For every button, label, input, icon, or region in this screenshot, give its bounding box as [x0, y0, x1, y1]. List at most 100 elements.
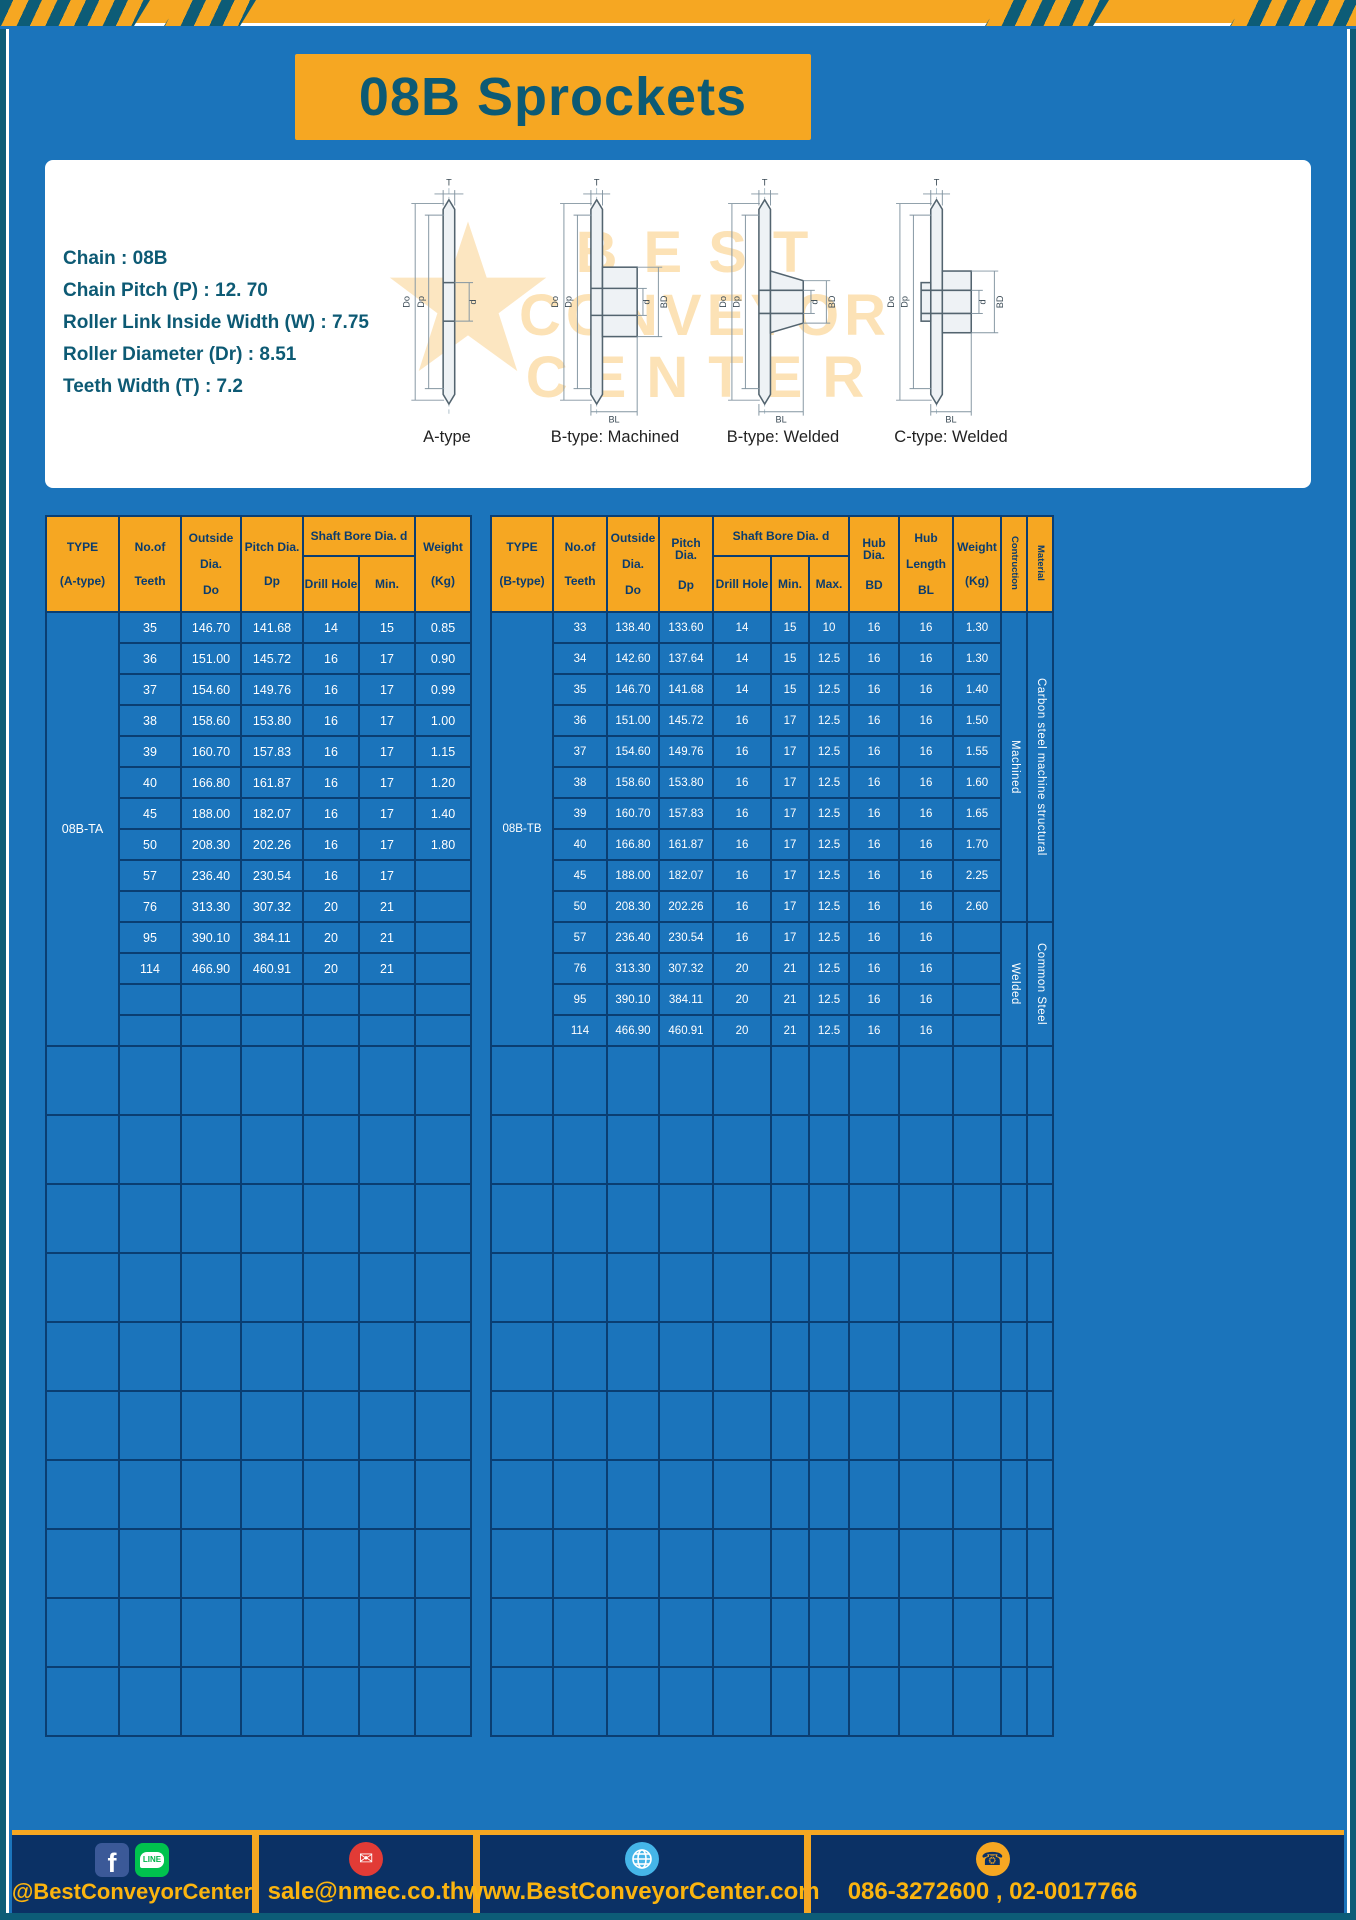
dim-bl-label: BL	[945, 414, 956, 424]
cell-empty	[952, 1459, 1003, 1530]
cell-drill: 16	[712, 890, 772, 923]
cell-empty	[848, 1252, 901, 1323]
cell-drill: 16	[302, 797, 360, 830]
cell-empty	[180, 1183, 242, 1254]
cell-empty	[606, 1597, 660, 1668]
cell-empty	[302, 983, 360, 1016]
cell-outside: 151.00	[180, 642, 242, 675]
header-line: Outside	[610, 531, 656, 545]
cell-empty	[807, 1597, 851, 1668]
table-b-row: 114 466.90 460.91 20 21 12.5 16 16	[491, 1014, 1053, 1047]
cell-outside: 142.60	[606, 642, 660, 675]
cell-empty	[712, 1321, 772, 1392]
cell-teeth: 45	[552, 859, 608, 892]
table-b-empty-row	[490, 1183, 1055, 1254]
cell-empty	[552, 1114, 608, 1185]
cell-empty	[952, 1321, 1003, 1392]
cell-outside: 313.30	[180, 890, 242, 923]
cell-empty	[552, 1045, 608, 1116]
cell-hub_len: 16	[898, 890, 955, 923]
cell-empty	[898, 1321, 955, 1392]
footer-email: sale@nmec.co.th	[267, 1878, 465, 1905]
dim-do-label: Do	[401, 296, 411, 308]
table-b-row: 38 158.60 153.80 16 17 12.5 16 16 1.60	[491, 766, 1053, 799]
col-header-material: Material	[1026, 515, 1055, 613]
header-line: Contruction	[1008, 535, 1020, 590]
cell-outside: 146.70	[606, 673, 660, 706]
header-line: Outside	[188, 531, 234, 545]
table-a-blank-row	[46, 1014, 472, 1047]
cell-empty	[240, 1597, 304, 1668]
cell-weight: 1.65	[952, 797, 1003, 830]
spec-roller-width: Roller Link Inside Width (W) : 7.75	[63, 312, 369, 333]
col-header-drill-hole: Drill Hole	[712, 555, 772, 613]
cell-empty	[770, 1252, 810, 1323]
cell-empty	[606, 1459, 660, 1530]
cell-empty	[552, 1252, 608, 1323]
spec-chain-pitch: Chain Pitch (P) : 12. 70	[63, 280, 268, 301]
line-app-icon: LINE	[135, 1843, 169, 1877]
col-header-teeth: No.of Teeth	[118, 515, 182, 613]
dim-d-label: d	[810, 299, 820, 304]
cell-min: 17	[358, 766, 416, 799]
header-line: Pitch Dia.	[244, 539, 300, 554]
cell-empty	[490, 1666, 554, 1737]
cell-teeth: 33	[552, 611, 608, 644]
col-header-min: Min.	[358, 555, 416, 613]
table-a-empty-row	[45, 1390, 472, 1461]
figure-label: B-type: Welded	[726, 428, 840, 446]
cell-empty	[118, 1014, 182, 1047]
cell-hub_dia: 16	[848, 828, 901, 861]
cell-empty	[952, 1597, 1003, 1668]
header-line: Teeth	[564, 574, 596, 589]
col-header-min: Min.	[770, 555, 810, 613]
cell-min: 17	[770, 921, 810, 954]
cell-empty	[658, 1321, 714, 1392]
cell-max: 12.5	[807, 890, 851, 923]
cell-teeth: 37	[118, 673, 182, 706]
table-b-row: 50 208.30 202.26 16 17 12.5 16 16 2.60	[491, 890, 1053, 923]
table-b-empty-row	[490, 1321, 1055, 1392]
cell-empty	[302, 1252, 360, 1323]
email-icon: ✉	[349, 1842, 383, 1876]
cell-empty	[848, 1321, 901, 1392]
cell-empty	[118, 1045, 182, 1116]
header-line: BL	[918, 583, 935, 597]
cell-hub_dia: 16	[848, 673, 901, 706]
cell-min: 17	[770, 766, 810, 799]
cell-drill: 14	[712, 611, 772, 644]
cell-weight	[952, 983, 1003, 1016]
col-header-weight: Weight (Kg)	[952, 515, 1003, 613]
cell-drill: 16	[302, 642, 360, 675]
table-b-type-cell: 08B-TB	[490, 611, 554, 1047]
cell-drill: 20	[712, 1014, 772, 1047]
watermark-line: CONVEYOR	[519, 282, 891, 348]
cell-empty	[552, 1390, 608, 1461]
cell-teeth: 39	[118, 735, 182, 768]
table-b-row: 35 146.70 141.68 14 15 12.5 16 16 1.40	[491, 673, 1053, 706]
cell-outside: 313.30	[606, 952, 660, 985]
cell-teeth: 38	[552, 766, 608, 799]
cell-pitch: 145.72	[240, 642, 304, 675]
cell-empty	[180, 1390, 242, 1461]
cell-weight	[952, 921, 1003, 954]
figure-a-type: T Do Dp d A-type	[363, 170, 531, 447]
cell-empty	[414, 983, 472, 1016]
cell-empty	[1026, 1390, 1055, 1461]
cell-empty	[358, 983, 416, 1016]
table-b-empty-row	[490, 1252, 1055, 1323]
cell-empty	[240, 1321, 304, 1392]
cell-empty	[118, 983, 182, 1016]
cell-empty	[358, 1045, 416, 1116]
cell-empty	[358, 1252, 416, 1323]
cell-empty	[240, 983, 304, 1016]
cell-hub_len: 16	[898, 828, 955, 861]
footer-divider	[804, 1835, 811, 1913]
cell-drill: 20	[302, 952, 360, 985]
col-header-type: TYPE (A-type)	[45, 515, 120, 613]
table-b-empty-row	[490, 1045, 1055, 1116]
cell-max: 12.5	[807, 673, 851, 706]
cell-outside: 188.00	[606, 859, 660, 892]
watermark-line: CENTER	[525, 345, 885, 411]
cell-hub_dia: 16	[848, 952, 901, 985]
